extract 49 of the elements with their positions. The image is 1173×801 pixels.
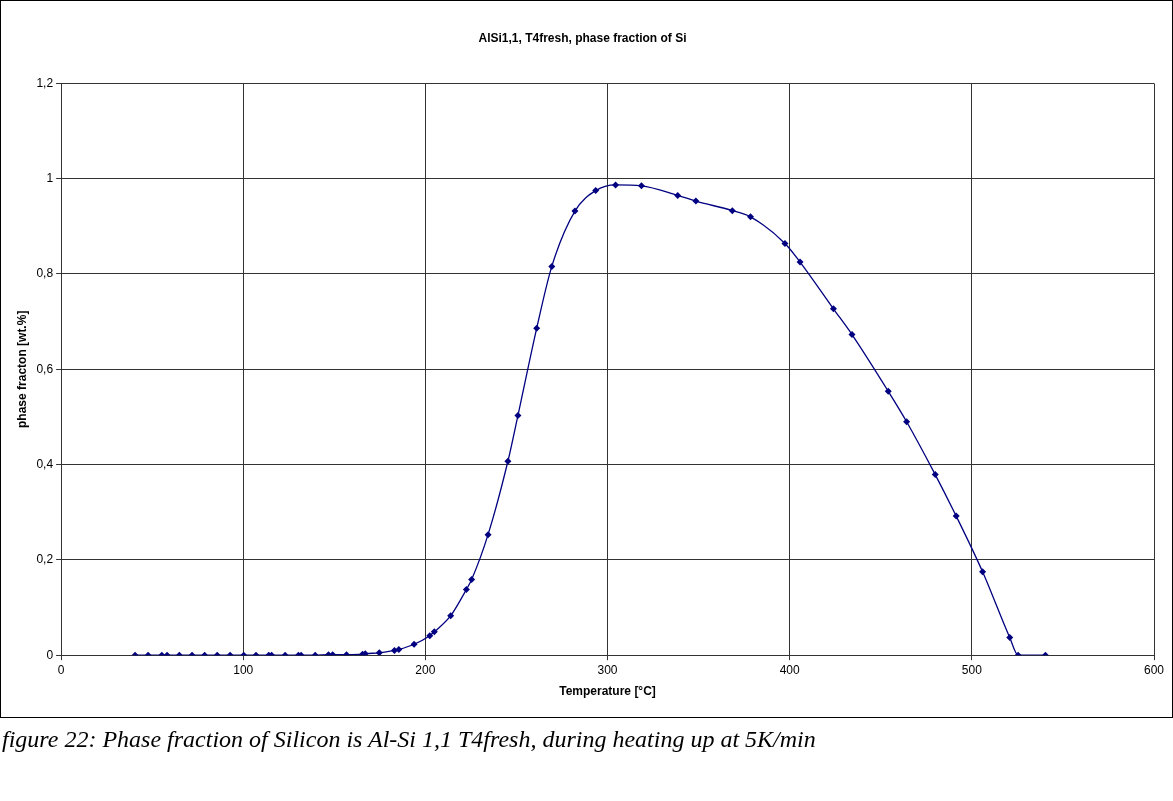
point	[952, 512, 960, 520]
point	[375, 649, 383, 656]
point	[395, 645, 403, 653]
x-tick-label: 0	[57, 662, 65, 677]
point	[747, 213, 755, 221]
point	[430, 628, 438, 636]
y-tick-label: 0,2	[36, 552, 54, 567]
point	[781, 240, 789, 247]
point	[514, 412, 522, 420]
point	[931, 471, 939, 479]
point	[979, 568, 987, 576]
x-tick-label: 300	[597, 662, 618, 677]
point	[728, 207, 736, 215]
y-tick-label: 1,2	[36, 75, 54, 90]
point	[484, 531, 492, 539]
y-tick-label: 0	[46, 647, 54, 662]
point	[447, 612, 455, 620]
point	[426, 632, 434, 640]
point	[692, 197, 700, 205]
point	[504, 457, 512, 465]
chart-title: AlSi1,1, T4fresh, phase fraction of Si	[478, 30, 687, 45]
point	[1006, 634, 1014, 642]
x-tick-label: 400	[779, 662, 801, 677]
point	[410, 640, 418, 648]
y-axis-title: phase fracton [wt.%]	[14, 310, 29, 428]
point	[848, 331, 856, 339]
point	[533, 324, 541, 332]
x-tick-label: 100	[233, 662, 254, 677]
y-tick-label: 0,6	[36, 361, 54, 376]
point	[462, 585, 470, 593]
x-tick-label: 500	[961, 662, 983, 677]
point	[829, 305, 837, 313]
point	[592, 187, 600, 195]
point	[796, 258, 804, 266]
y-tick-label: 1	[46, 171, 54, 186]
point	[674, 191, 682, 199]
point	[884, 387, 892, 395]
x-tick-label: 600	[1143, 662, 1165, 677]
y-tick-label: 0,4	[36, 456, 54, 471]
x-axis-title: Temperature [°C]	[559, 684, 656, 699]
point	[571, 207, 579, 215]
point	[612, 181, 620, 189]
caption: figure 22: Phase fraction of Silicon is Al-Si 1,1 T4fresh, during heating up at 5K/min	[2, 726, 817, 753]
point	[468, 575, 476, 583]
x-tick-label: 200	[415, 662, 436, 677]
point	[903, 418, 911, 426]
point	[548, 262, 556, 270]
point	[637, 182, 645, 190]
y-tick-label: 0,8	[36, 266, 54, 281]
